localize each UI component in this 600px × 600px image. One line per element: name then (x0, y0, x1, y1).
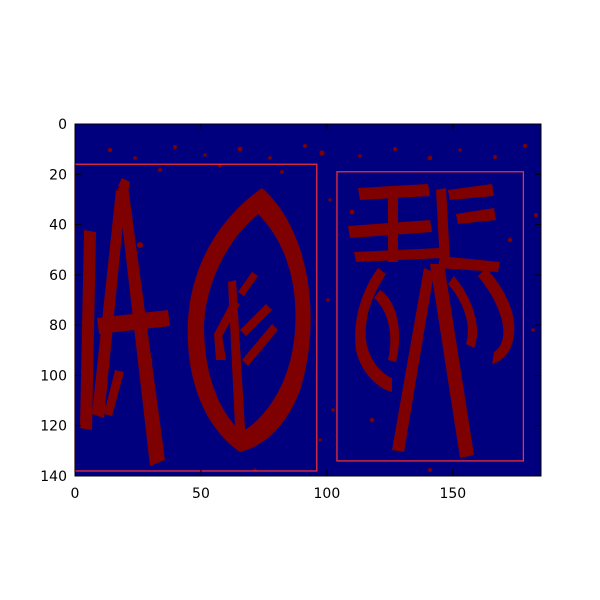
y-tick-label: 100 (40, 368, 67, 384)
axes-frame (74, 123, 542, 477)
image-foreground (80, 143, 538, 472)
y-tick-label: 0 (58, 117, 67, 133)
bounding-box-2 (336, 171, 524, 462)
x-tick-label: 100 (314, 486, 341, 502)
y-tick-label: 140 (40, 469, 67, 485)
y-tick-label: 80 (49, 318, 67, 334)
y-tick-label: 20 (49, 167, 67, 183)
x-tick-label: 50 (192, 486, 210, 502)
right-character (348, 184, 515, 458)
left-character (80, 178, 170, 466)
x-tick-label: 0 (71, 486, 80, 502)
y-tick-label: 40 (49, 218, 67, 234)
y-axis: 0 20 40 60 80 100 120 140 (40, 117, 541, 485)
noise-speckles (107, 143, 538, 472)
x-axis: 0 50 100 150 (71, 124, 466, 502)
leaf-character (187, 188, 311, 452)
y-tick-label: 120 (40, 419, 67, 435)
y-tick-label: 60 (49, 268, 67, 284)
x-tick-label: 150 (439, 486, 466, 502)
